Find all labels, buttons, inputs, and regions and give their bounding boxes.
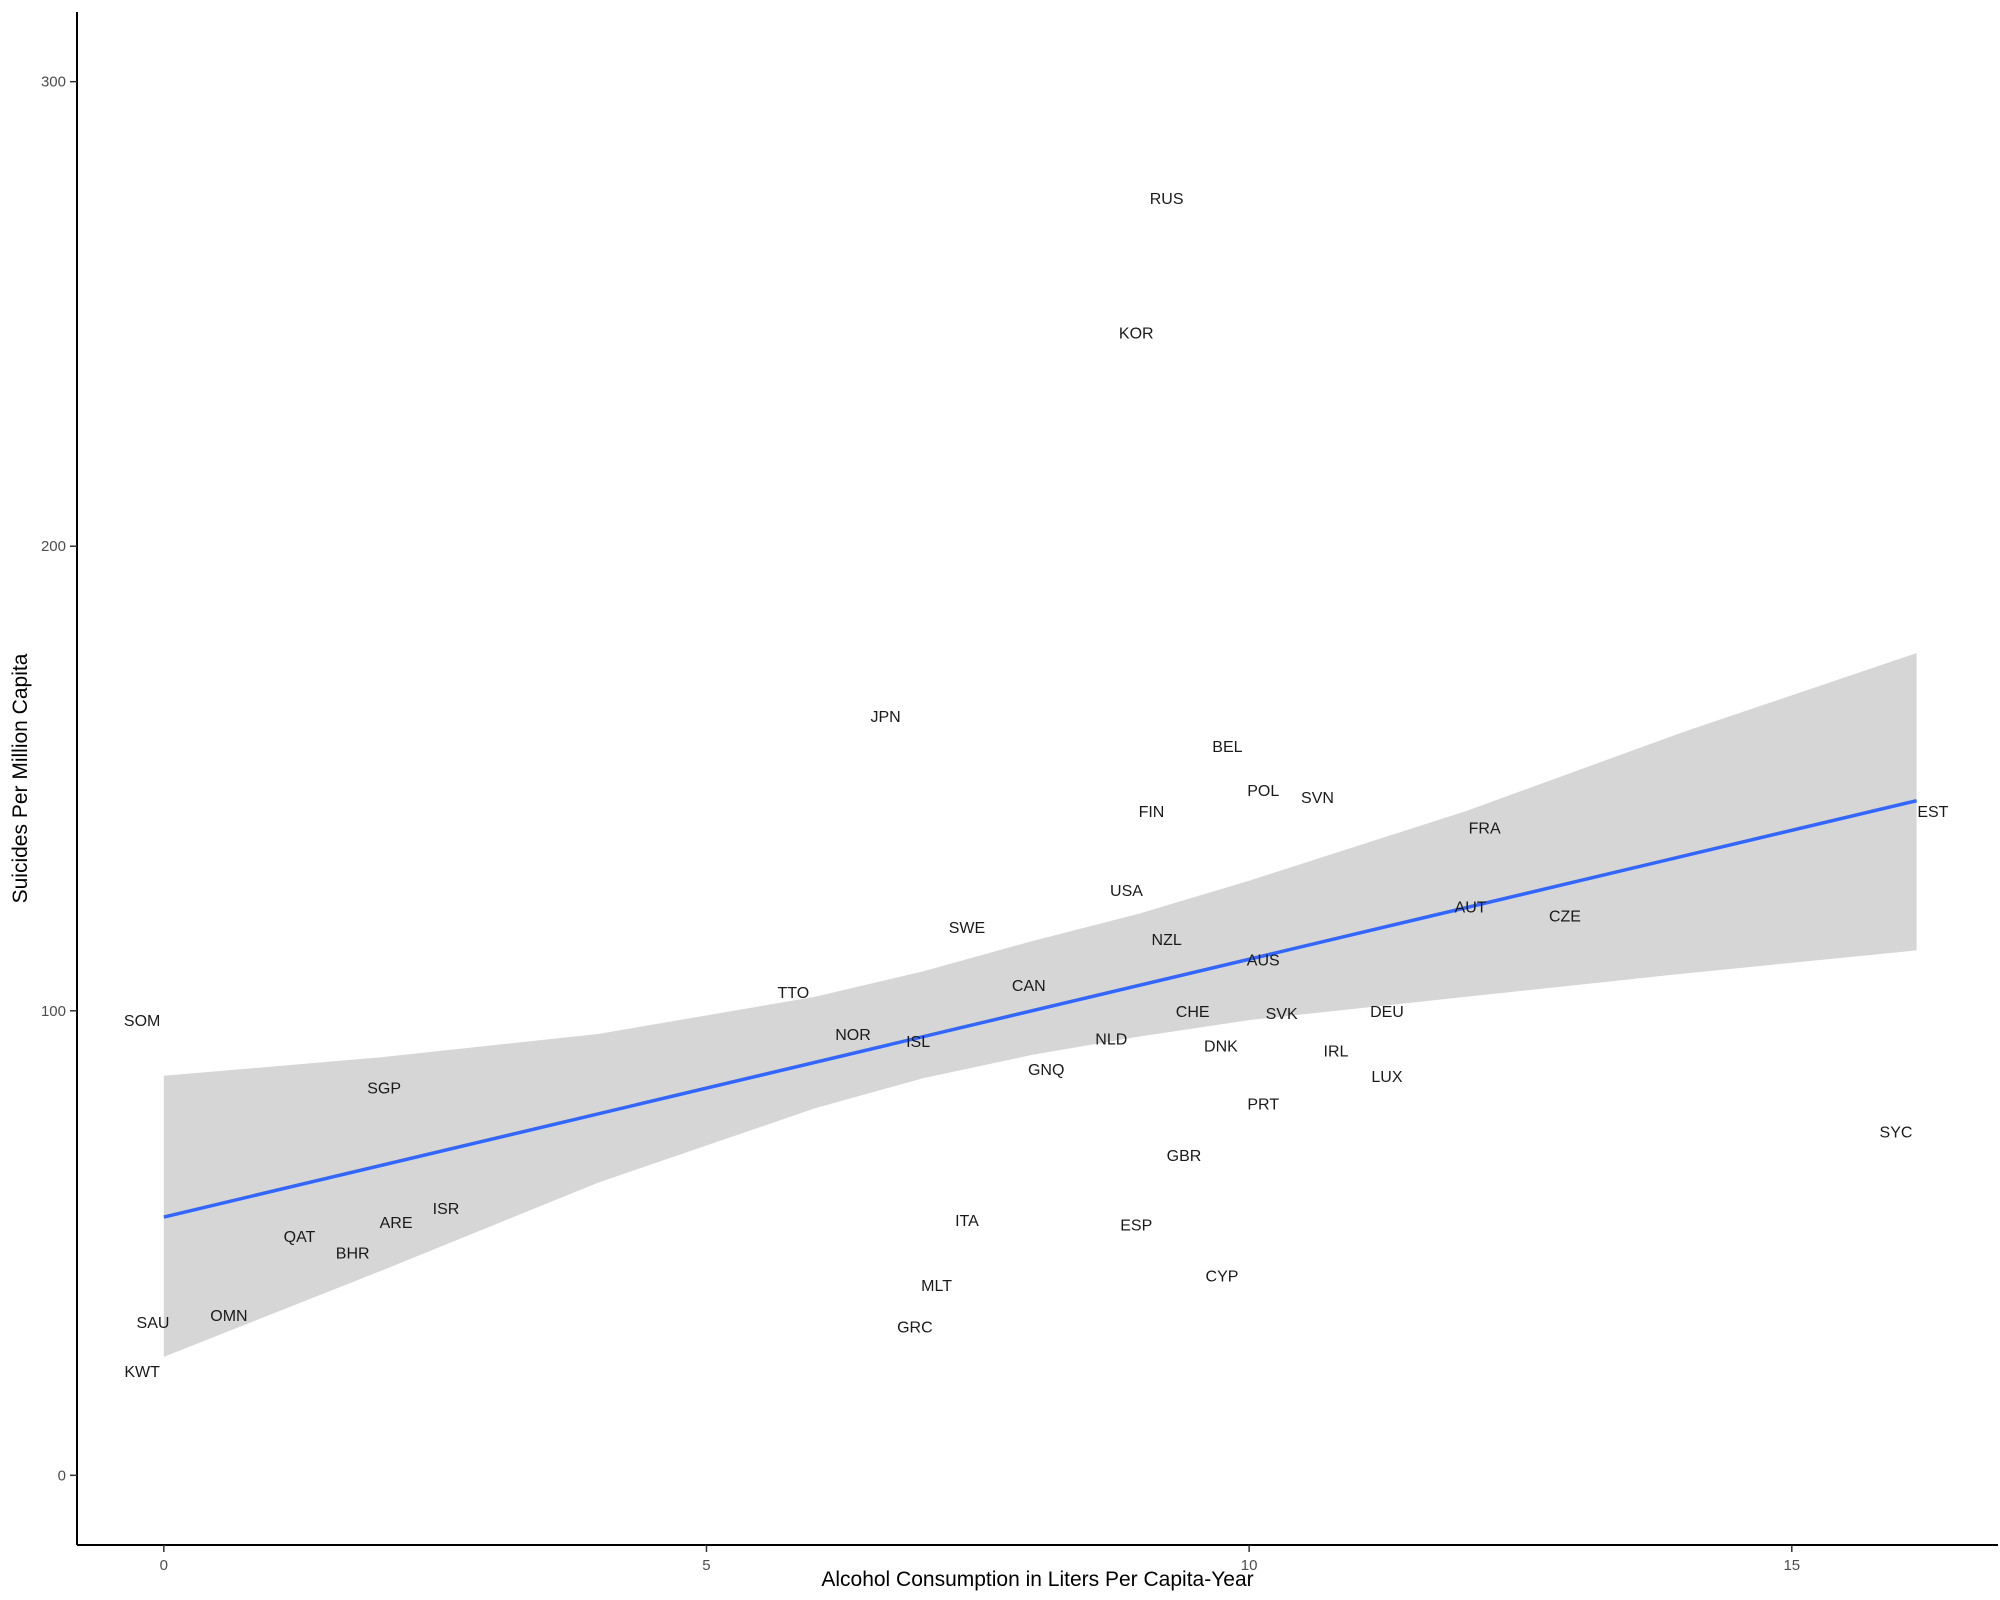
point-label-qat: QAT	[284, 1229, 316, 1246]
point-label-sau: SAU	[137, 1315, 170, 1332]
y-tick-label: 200	[41, 538, 66, 555]
point-label-prt: PRT	[1247, 1097, 1279, 1114]
point-label-fin: FIN	[1139, 804, 1165, 821]
point-label-som: SOM	[124, 1013, 160, 1030]
point-label-mlt: MLT	[921, 1278, 952, 1295]
axes	[76, 12, 1998, 1546]
point-label-esp: ESP	[1120, 1217, 1152, 1234]
point-label-aut: AUT	[1455, 899, 1487, 916]
point-label-svk: SVK	[1266, 1006, 1298, 1023]
y-axis-title: Suicides Per Million Capita	[9, 653, 32, 903]
point-label-lux: LUX	[1371, 1069, 1402, 1086]
axis-ticks: 0 5 10 15 0 100 200 300	[41, 74, 1800, 1574]
y-tick-label: 0	[58, 1467, 66, 1484]
point-label-pol: POL	[1247, 783, 1279, 800]
x-tick-label: 5	[702, 1557, 710, 1574]
point-label-isl: ISL	[906, 1034, 930, 1051]
country-labels: SOM SAU KWT OMN QAT BHR ARE ISR SGP TTO NOR ISL JPN S…	[124, 191, 1949, 1381]
point-label-che: CHE	[1176, 1004, 1210, 1021]
point-label-nld: NLD	[1095, 1032, 1127, 1049]
point-label-rus: RUS	[1150, 191, 1184, 208]
point-label-kor: KOR	[1119, 326, 1154, 343]
point-label-can: CAN	[1012, 978, 1046, 995]
point-label-svn: SVN	[1301, 790, 1334, 807]
point-label-irl: IRL	[1324, 1043, 1349, 1060]
x-tick-label: 0	[160, 1557, 168, 1574]
point-label-aus: AUS	[1247, 953, 1280, 970]
point-label-swe: SWE	[949, 920, 985, 937]
point-label-syc: SYC	[1880, 1125, 1913, 1142]
x-axis-title: Alcohol Consumption in Liters Per Capita…	[821, 1568, 1253, 1591]
point-label-deu: DEU	[1370, 1004, 1404, 1021]
point-label-nor: NOR	[835, 1027, 871, 1044]
point-label-gbr: GBR	[1167, 1148, 1202, 1165]
point-label-cyp: CYP	[1206, 1269, 1239, 1286]
point-label-kwt: KWT	[124, 1364, 160, 1381]
point-label-cze: CZE	[1549, 909, 1581, 926]
point-label-grc: GRC	[897, 1320, 933, 1337]
trend-line	[163, 798, 1918, 1219]
x-tick-label: 15	[1783, 1557, 1800, 1574]
point-label-dnk: DNK	[1204, 1039, 1238, 1056]
point-label-ita: ITA	[955, 1213, 979, 1230]
point-label-gnq: GNQ	[1028, 1062, 1064, 1079]
y-tick-label: 100	[41, 1003, 66, 1020]
point-label-bel: BEL	[1212, 739, 1242, 756]
point-label-isr: ISR	[433, 1201, 460, 1218]
point-label-omn: OMN	[210, 1308, 247, 1325]
confidence-band	[163, 653, 1917, 1357]
point-label-are: ARE	[380, 1215, 413, 1232]
confidence-band-layer	[163, 653, 1917, 1357]
trend-line-layer	[163, 798, 1918, 1219]
point-label-sgp: SGP	[367, 1080, 401, 1097]
point-label-tto: TTO	[777, 985, 809, 1002]
point-label-nzl: NZL	[1152, 932, 1182, 949]
y-tick-label: 300	[41, 74, 66, 91]
point-label-est: EST	[1917, 804, 1948, 821]
point-label-bhr: BHR	[336, 1245, 370, 1262]
point-label-usa: USA	[1110, 883, 1143, 900]
x-tick-label: 10	[1241, 1557, 1258, 1574]
point-label-jpn: JPN	[870, 709, 900, 726]
point-label-fra: FRA	[1469, 820, 1501, 837]
